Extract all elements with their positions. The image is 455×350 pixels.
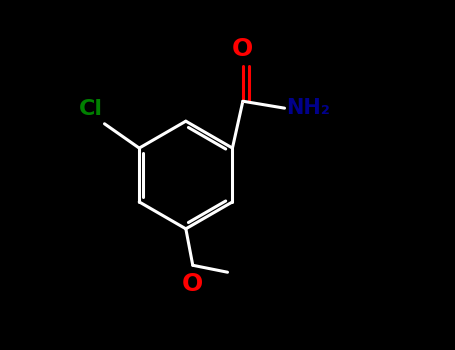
Text: NH₂: NH₂ bbox=[286, 98, 330, 118]
Text: O: O bbox=[182, 272, 203, 296]
Text: Cl: Cl bbox=[79, 99, 103, 119]
Text: O: O bbox=[232, 37, 253, 61]
